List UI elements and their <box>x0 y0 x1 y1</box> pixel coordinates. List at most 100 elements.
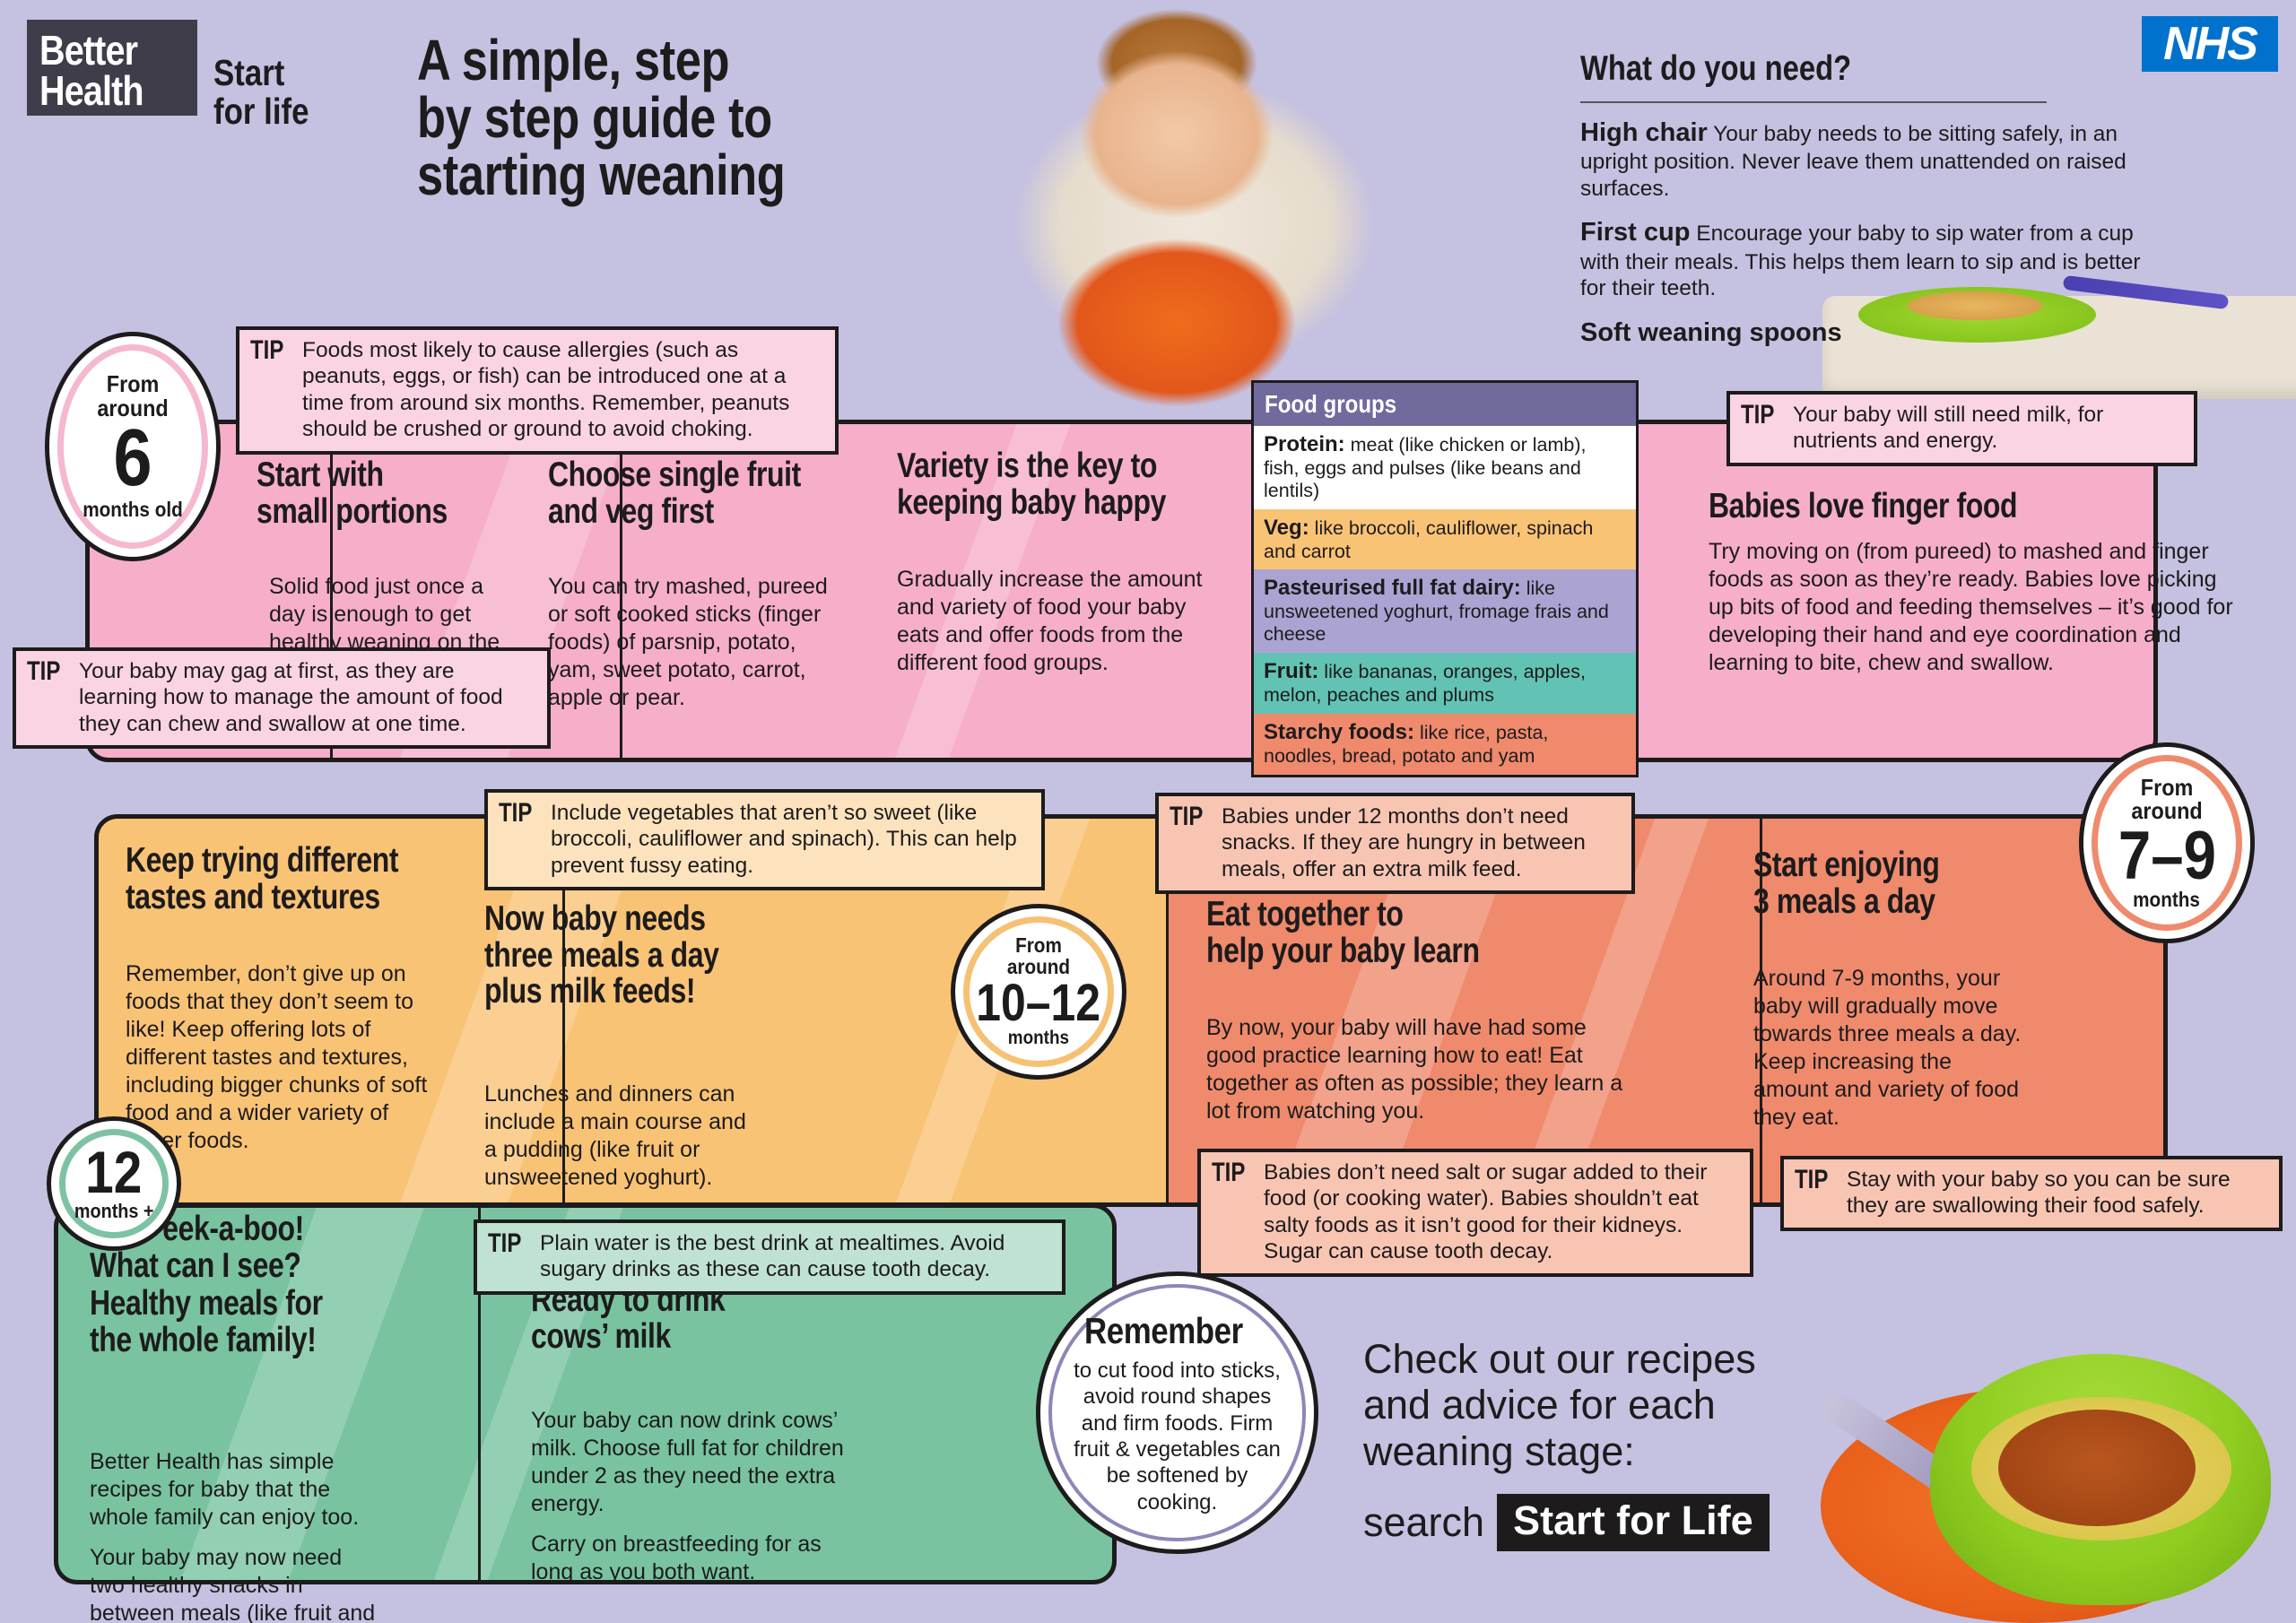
card-heading-line1: Babies love finger food <box>1709 487 2018 525</box>
food-group-row-dairy: Pasteurised full fat dairy: like unsweet… <box>1254 569 1636 654</box>
card-body: Try moving on (from pureed) to mashed an… <box>1709 538 2233 675</box>
card-body-1: Your baby can now drink cows’ milk. Choo… <box>531 1408 844 1517</box>
badge-ring <box>963 916 1114 1067</box>
badge-small-bottom: months + <box>74 1200 154 1223</box>
card-finger-food: Babies love finger food Try moving on (f… <box>1709 487 2256 677</box>
card-heading-line2: three meals a day <box>484 935 719 975</box>
badge-ring <box>2092 755 2242 931</box>
tip-label: TIP <box>27 656 61 686</box>
food-group-text: like rice, pasta, noodles, bread, potato… <box>1264 721 1549 767</box>
panel-divider <box>1166 819 1169 1202</box>
badge-ring <box>57 344 208 549</box>
badge-small-bottom: months <box>2133 887 2201 911</box>
tip-no-snacks: TIP Babies under 12 months don’t need sn… <box>1155 793 1635 895</box>
card-heading-line2: help your baby learn <box>1206 931 1480 970</box>
card-heading-line1: Choose single fruit <box>548 456 801 494</box>
food-groups-table: Food groups Protein: meat (like chicken … <box>1251 380 1639 777</box>
need-item-first-cup: First cup Encourage your baby to sip wat… <box>1580 217 2154 302</box>
card-heading-line1: Start enjoying <box>1753 846 1940 884</box>
stage-7-12-panel <box>94 814 2168 1207</box>
tip-plain-water: TIP Plain water is the best drink at mea… <box>474 1219 1065 1295</box>
food-group-term: Fruit: <box>1264 659 1319 684</box>
footer-search-brand[interactable]: Start for Life <box>1497 1493 1770 1551</box>
tip-label: TIP <box>499 798 533 828</box>
nhs-logo: NHS <box>2142 16 2278 72</box>
card-heading-line2: What can I see? <box>90 1246 301 1286</box>
remember-circle: Remember to cut food into sticks, avoid … <box>1036 1271 1318 1554</box>
card-heading-line1: Start with <box>257 456 384 494</box>
card-variety-key: Variety is the key to keeping baby happy… <box>897 447 1220 677</box>
need-term-first-cup: First cup <box>1580 218 1691 247</box>
tip-text: Plain water is the best drink at mealtim… <box>540 1231 1005 1282</box>
panel-divider <box>562 819 565 1202</box>
footer-line2: and advice for each <box>1363 1382 1716 1428</box>
card-choose-fruit-veg: Choose single fruit and veg first You ca… <box>548 456 844 712</box>
food-group-text: like unsweetened yoghurt, fromage frais … <box>1264 577 1609 646</box>
food-group-term: Protein: <box>1264 432 1345 456</box>
tip-label: TIP <box>1795 1165 1829 1194</box>
card-heading-line2: keeping baby happy <box>897 482 1167 522</box>
badge-7-9-months: From around 7–9 months <box>2079 742 2255 943</box>
food-group-row-protein: Protein: meat (like chicken or lamb), fi… <box>1254 426 1636 509</box>
badge-small-top: From around <box>1006 933 1071 978</box>
card-body-2: Carry on breastfeeding for as long as yo… <box>531 1532 822 1585</box>
card-heading-line2: and veg first <box>548 491 714 531</box>
plate-food <box>1908 291 2042 320</box>
page-title-line2: by step guide to <box>417 85 772 150</box>
card-eat-together: Eat together to help your baby learn By … <box>1206 895 1622 1125</box>
card-heading-line1: Eat together to <box>1206 895 1404 933</box>
food-groups-title: Food groups <box>1254 383 1636 426</box>
tip-include-vegetables: TIP Include vegetables that aren’t so sw… <box>484 789 1045 891</box>
page-title-line3: starting weaning <box>417 143 786 207</box>
food-group-row-fruit: Fruit: like bananas, oranges, apples, me… <box>1254 653 1636 714</box>
page-title-line1: A simple, step <box>417 28 730 92</box>
card-heading-line1: Keep trying different <box>126 841 399 880</box>
badge-6-months: From around 6 months old <box>45 332 221 561</box>
card-three-meals-plus-milk: Now baby needs three meals a day plus mi… <box>484 899 780 1192</box>
card-heading-line1: Now baby needs <box>484 899 706 938</box>
what-do-you-need-panel: What do you need? High chair Your baby n… <box>1580 49 2154 348</box>
nhs-logo-text: NHS <box>2163 18 2258 70</box>
tip-allergies: TIP Foods most likely to cause allergies… <box>236 326 839 455</box>
tip-stay-with-baby: TIP Stay with your baby so you can be su… <box>1780 1156 2283 1231</box>
card-heading-line2: 3 meals a day <box>1753 881 1935 921</box>
panel-divider <box>620 424 622 758</box>
better-health-line1: Better <box>39 27 138 74</box>
card-body-1: Better Health has simple recipes for bab… <box>90 1449 360 1531</box>
badge-ring <box>59 1129 169 1238</box>
card-body: Gradually increase the amount and variet… <box>897 567 1203 676</box>
card-heading-line4: the whole family! <box>90 1320 317 1359</box>
card-heading-line2: cows’ milk <box>531 1316 671 1356</box>
tip-text: Babies under 12 months don’t need snacks… <box>1222 804 1586 881</box>
card-keep-trying: Keep trying different tastes and texture… <box>126 841 448 1155</box>
better-health-line2: Health <box>39 67 144 115</box>
tip-label: TIP <box>250 335 284 365</box>
card-start-3-meals: Start enjoying 3 meals a day Around 7-9 … <box>1753 846 2040 1132</box>
card-body: Around 7-9 months, your baby will gradua… <box>1753 966 2022 1131</box>
tip-label: TIP <box>488 1228 522 1258</box>
badge-age: 6 <box>113 413 152 504</box>
food-group-text: like broccoli, cauliflower, spinach and … <box>1264 516 1594 562</box>
card-heading-line3: plus milk feeds! <box>484 972 696 1011</box>
footer-cta: Check out our recipes and advice for eac… <box>1363 1336 1866 1551</box>
card-heading-line1: Variety is the key to <box>897 447 1158 485</box>
food-group-row-veg: Veg: like broccoli, cauliflower, spinach… <box>1254 508 1636 570</box>
bolognese-sauce <box>1998 1410 2196 1526</box>
footer-line1: Check out our recipes <box>1363 1336 1756 1382</box>
need-text-high-chair: Your baby needs to be sitting safely, in… <box>1580 122 2126 202</box>
panel-divider <box>1760 819 1762 1202</box>
tip-text: Babies don’t need salt or sugar added to… <box>1264 1160 1708 1264</box>
tip-no-salt-sugar: TIP Babies don’t need salt or sugar adde… <box>1197 1149 1753 1277</box>
card-body: By now, your baby will have had some goo… <box>1206 1015 1623 1124</box>
footer-line3: weaning stage: <box>1363 1428 1635 1474</box>
tip-label: TIP <box>1212 1158 1246 1187</box>
food-group-text: like bananas, oranges, apples, melon, pe… <box>1264 661 1586 706</box>
card-heading-line2: small portions <box>257 491 448 531</box>
remember-ring <box>1048 1284 1306 1541</box>
badge-small-top: From around <box>2131 773 2203 825</box>
food-group-term: Pasteurised full fat dairy: <box>1264 576 1521 601</box>
card-peekaboo: Peek-a-boo! What can I see? Healthy meal… <box>90 1211 377 1623</box>
tip-text: Stay with your baby so you can be sure t… <box>1847 1167 2231 1219</box>
food-group-text: meat (like chicken or lamb), fish, eggs … <box>1264 434 1587 501</box>
